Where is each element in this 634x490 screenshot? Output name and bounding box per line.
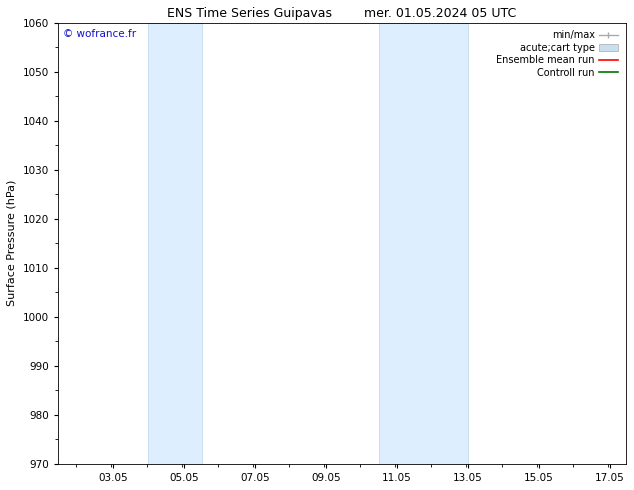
Legend: min/max, acute;cart type, Ensemble mean run, Controll run: min/max, acute;cart type, Ensemble mean … (493, 27, 621, 80)
Y-axis label: Surface Pressure (hPa): Surface Pressure (hPa) (7, 180, 17, 306)
Title: ENS Time Series Guipavas        mer. 01.05.2024 05 UTC: ENS Time Series Guipavas mer. 01.05.2024… (167, 7, 517, 20)
Bar (379, 23, 468, 464)
Text: © wofrance.fr: © wofrance.fr (63, 29, 136, 39)
Bar (148, 23, 202, 464)
